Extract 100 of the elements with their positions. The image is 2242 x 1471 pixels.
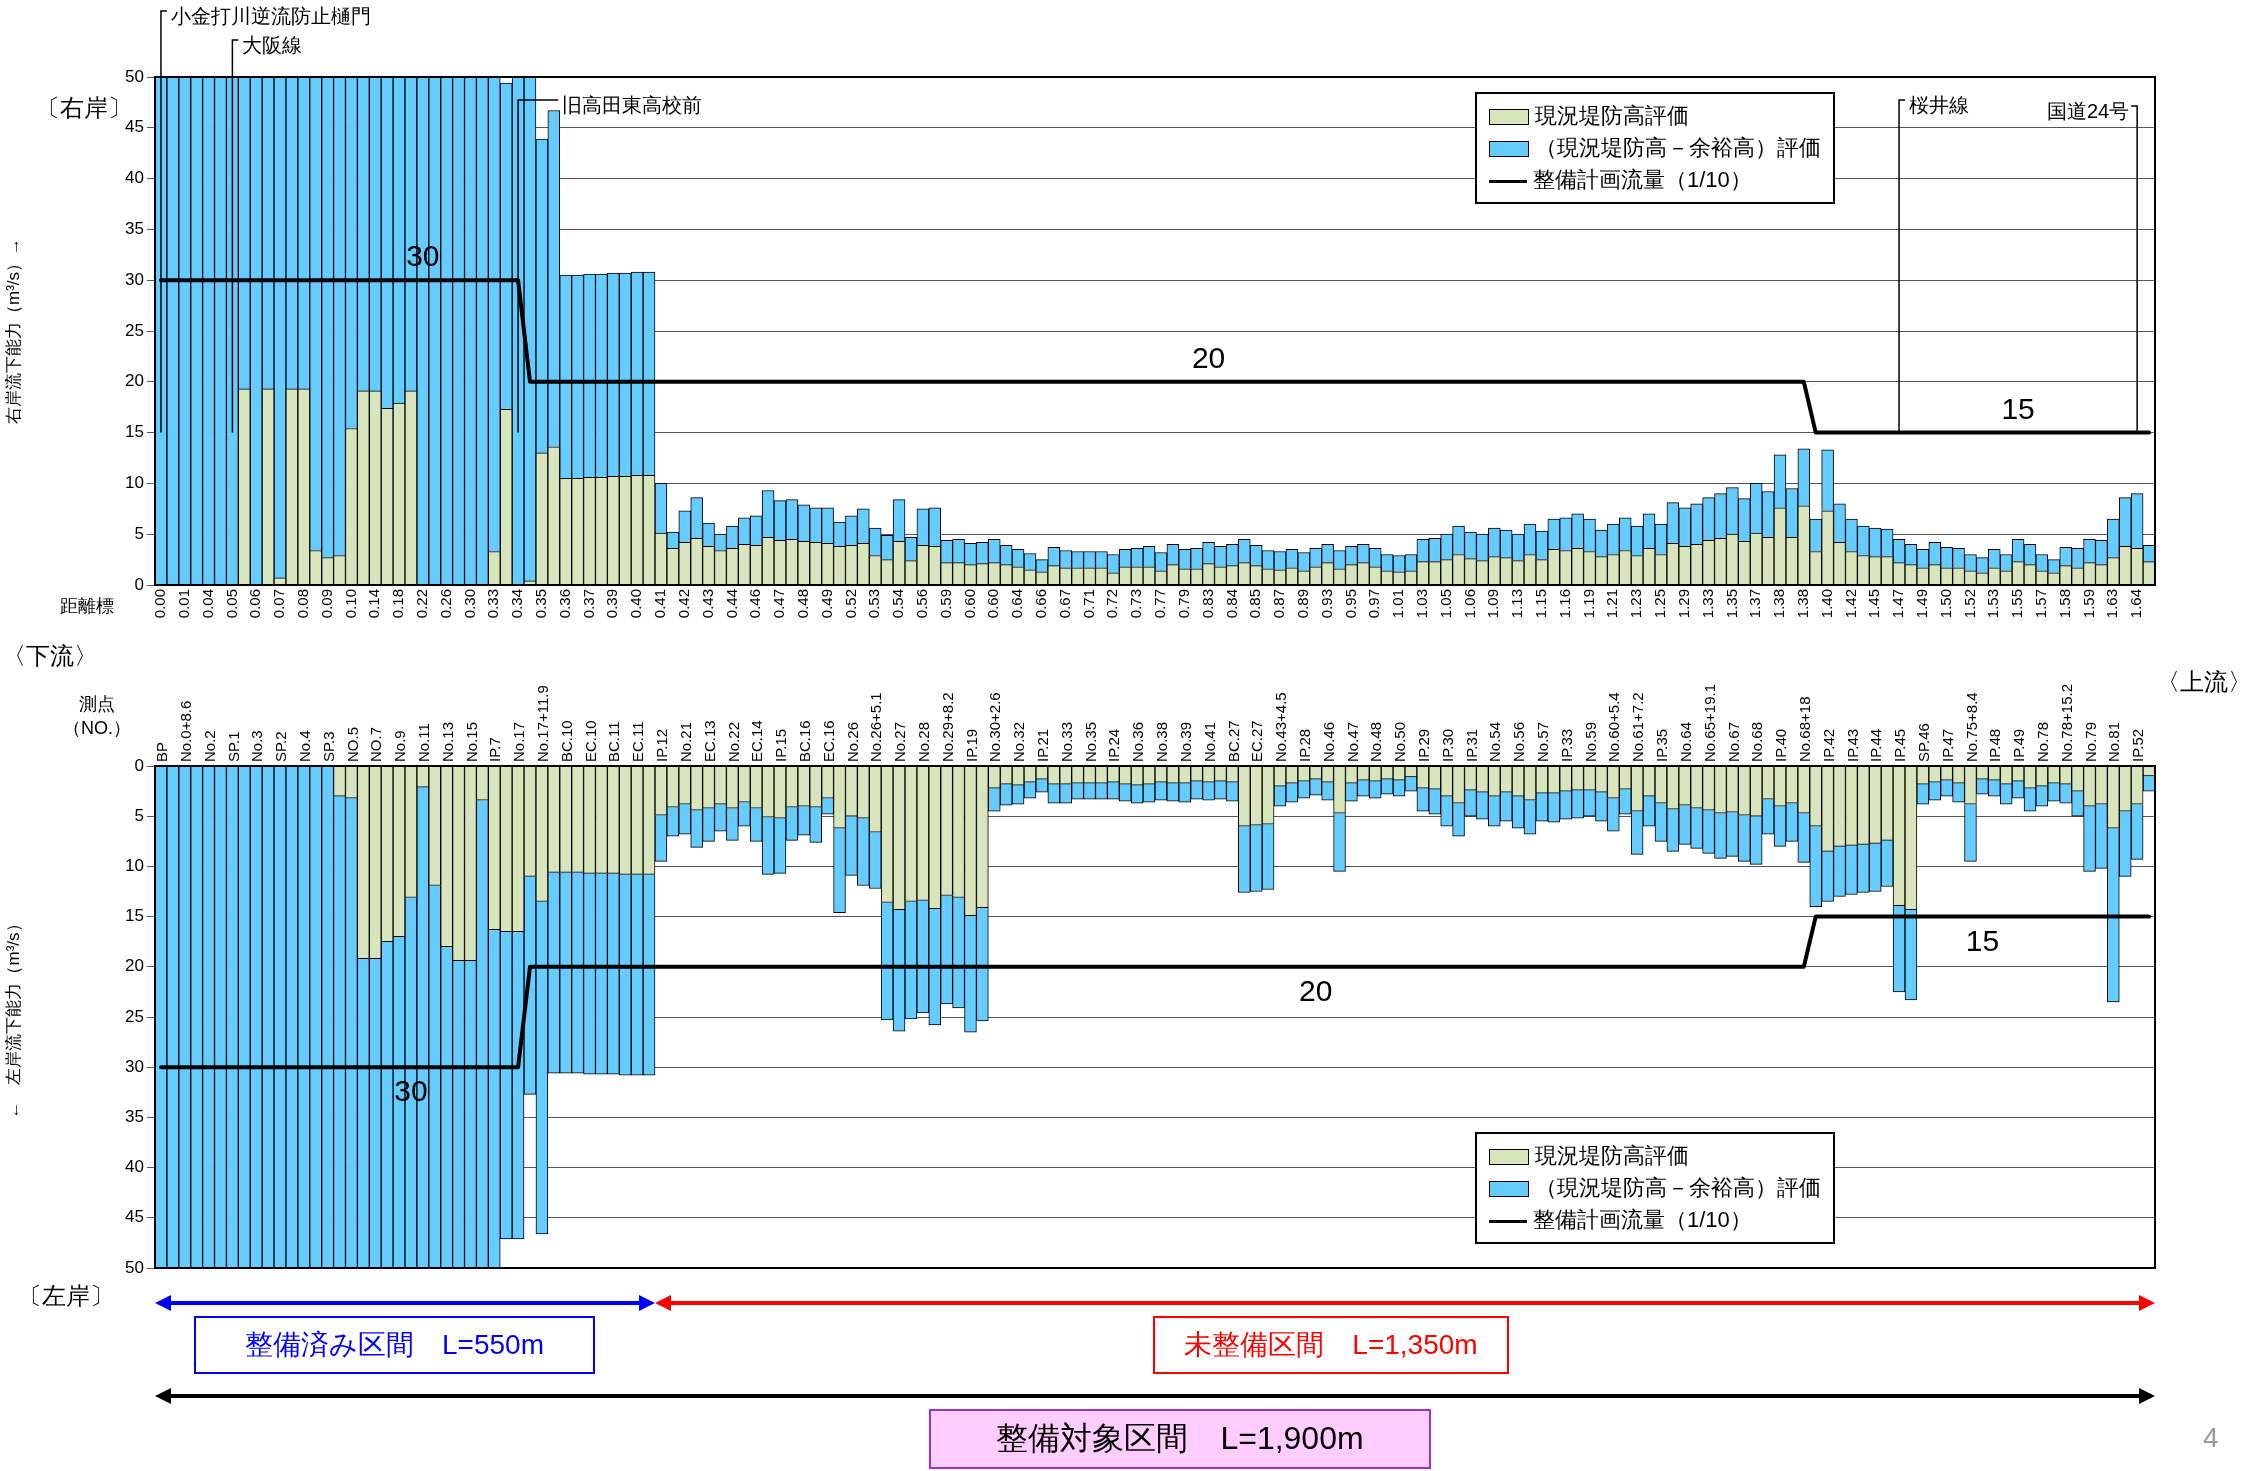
y-tick-label: 5 [134,805,144,825]
x-tick-label: NO.5 [343,726,361,762]
x-tick-label: 0.30 [460,589,478,619]
x-tick-label: No.75+8.4 [1962,692,1980,762]
x-tick-label: SP.2 [272,731,290,762]
annotation: 旧高田東高校前 [562,93,703,116]
legend-label: 現況堤防高評価 [1535,1143,1689,1168]
x-tick-label: IP.29 [1415,728,1432,762]
x-tick-label: 1.64 [2127,589,2145,619]
x-axis-title: 距離標 [59,595,115,618]
x-tick-label: IP.30 [1438,728,1456,762]
y-tick-label: 15 [125,906,144,926]
x-tick-label: 0.53 [865,589,883,619]
y-tick-label: 20 [125,956,144,976]
x-tick-label: 1.25 [1651,589,1669,619]
x-tick-label: No.59 [1581,721,1599,762]
x-tick-label: IP.19 [962,728,980,762]
x-tick-label: 1.38 [1770,589,1788,619]
x-tick-label: 0.93 [1317,589,1335,619]
x-tick-label: No.54 [1486,721,1504,762]
y-axis-title: ← 左岸流下能力（m³/s） [3,915,23,1119]
x-tick-label: No.26 [843,721,861,762]
x-tick-label: No.33 [1057,721,1075,762]
x-tick-label: SP.46 [1915,723,1932,762]
y-tick-label: 40 [125,168,144,188]
x-tick-label: 1.35 [1722,589,1740,619]
y-tick-label: 40 [125,1157,144,1177]
x-tick-label: IP.42 [1819,728,1837,762]
x-tick-label: IP.49 [2010,728,2028,762]
x-tick-label: IP.28 [1295,728,1313,762]
y-tick-label: 35 [125,219,144,239]
x-tick-label: No.48 [1367,721,1385,762]
y-tick-label: 50 [125,1257,144,1277]
x-tick-label: 1.53 [1984,589,2002,619]
x-tick-label: No.36 [1129,721,1147,762]
y-tick-label: 30 [125,1056,144,1076]
x-tick-label: 1.06 [1460,589,1478,619]
x-tick-label: No.13 [438,721,456,762]
text: 〈上流〉 [2156,667,2242,697]
x-tick-label: 0.83 [1198,589,1216,619]
x-tick-label: IP.48 [1986,728,2004,762]
x-tick-label: 0.36 [555,589,573,619]
x-tick-label: 0.06 [246,589,264,619]
y-tick-label: 25 [125,320,144,340]
x-tick-label: 0.48 [793,589,811,619]
x-tick-label: 1.47 [1889,589,1907,619]
x-tick-label: 0.52 [841,589,859,619]
x-tick-label: No.21 [676,721,694,762]
x-axis-title: 測点（NO.） [62,693,132,740]
legend-label: 現況堤防高評価 [1535,103,1689,128]
y-tick-label: 50 [125,66,144,86]
x-tick-label: No.3 [248,730,266,762]
x-tick-label: No.68 [1748,721,1766,762]
y-tick-label: 25 [125,1006,144,1026]
legend-label: （現況堤防高－余裕高）評価 [1535,1175,1821,1200]
x-tick-label: IP.44 [1867,728,1885,762]
x-tick-label: 1.49 [1913,589,1930,619]
x-tick-label: 1.40 [1817,589,1835,619]
x-tick-label: No.35 [1081,721,1099,762]
x-tick-label: No.15 [462,721,480,762]
x-tick-label: 1.29 [1674,589,1692,619]
x-tick-label: No.4 [295,730,313,762]
x-tick-label: No.11 [415,723,432,762]
y-tick-label: 45 [125,1207,144,1227]
x-tick-label: BC.16 [795,720,813,762]
x-tick-label: 0.43 [698,589,716,619]
x-tick-label: BC.10 [557,720,575,762]
x-tick-label: 0.89 [1293,589,1311,619]
x-tick-label: IP.7 [486,737,504,762]
x-tick-label: EC.11 [629,721,647,762]
data-label: 20 [1191,341,1226,375]
data-label: 15 [2001,391,2035,425]
x-tick-label: IP.31 [1462,728,1480,762]
x-tick-label: No.79 [2081,721,2099,762]
x-tick-label: BP [153,741,171,762]
annotation: 桜井線 [1909,93,1970,116]
x-tick-label: EC.27 [1248,720,1266,762]
x-tick-label: IP.35 [1653,728,1671,762]
x-tick-label: 0.73 [1127,589,1145,619]
x-tick-label: No.50 [1391,721,1409,762]
x-tick-label: 0.72 [1103,589,1121,619]
x-tick-label: No.57 [1534,721,1552,762]
x-tick-label: 0.18 [389,589,407,619]
y-tick-label: 10 [125,856,144,876]
x-tick-label: EC.10 [581,720,599,762]
x-tick-label: No.22 [724,721,742,762]
x-tick-label: 0.77 [1151,589,1169,619]
x-tick-label: 0.26 [436,589,454,619]
x-tick-label: BC.11 [605,721,623,762]
x-tick-label: IP.21 [1034,728,1052,762]
x-tick-label: 0.64 [1008,589,1026,619]
x-tick-label: No.2 [200,730,218,762]
x-tick-label: 0.56 [913,589,930,619]
x-tick-label: 1.55 [2008,589,2026,619]
x-tick-label: No.46 [1319,721,1337,762]
x-tick-label: 1.16 [1555,589,1573,619]
annotation: 小金打川逆流防止樋門 [170,4,371,27]
x-tick-label: 0.60 [984,589,1002,619]
x-tick-label: NO.7 [367,726,385,762]
x-tick-label: 1.59 [2079,589,2097,619]
